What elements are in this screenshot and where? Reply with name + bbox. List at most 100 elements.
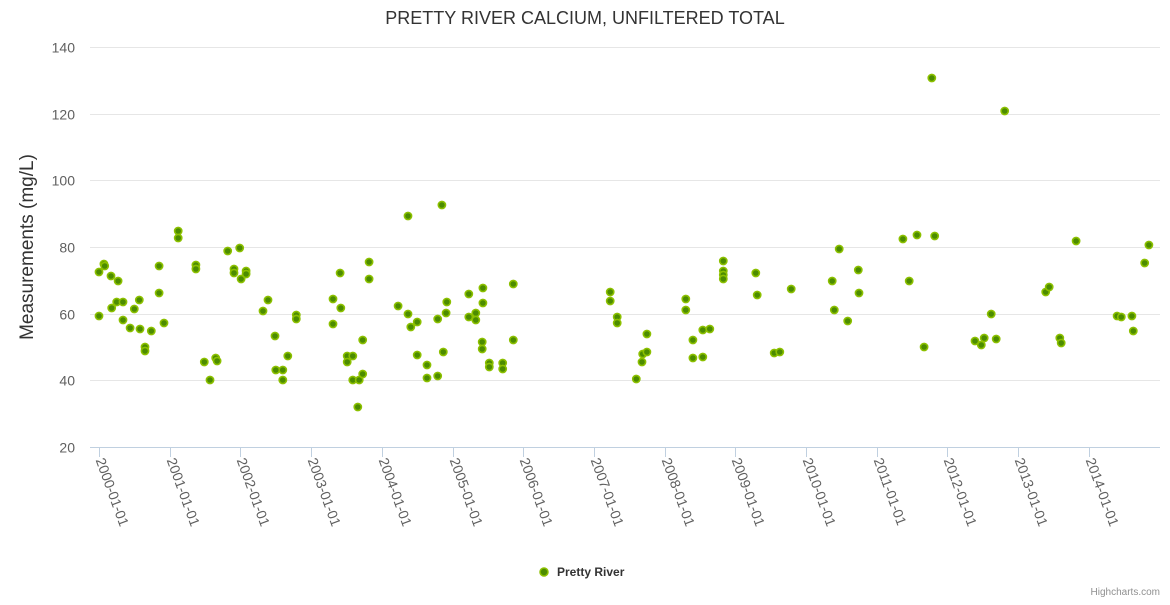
data-point[interactable]	[205, 375, 215, 385]
data-point[interactable]	[829, 305, 839, 315]
data-point[interactable]	[278, 365, 288, 375]
data-point[interactable]	[270, 331, 280, 341]
data-point[interactable]	[118, 315, 128, 325]
data-point[interactable]	[328, 294, 338, 304]
data-point[interactable]	[241, 269, 251, 279]
data-point[interactable]	[786, 284, 796, 294]
data-point[interactable]	[403, 309, 413, 319]
data-point[interactable]	[478, 283, 488, 293]
data-point[interactable]	[1116, 312, 1126, 322]
data-point[interactable]	[718, 274, 728, 284]
data-point[interactable]	[358, 335, 368, 345]
data-point[interactable]	[412, 350, 422, 360]
data-point[interactable]	[263, 295, 273, 305]
data-point[interactable]	[135, 324, 145, 334]
data-point[interactable]	[1056, 338, 1066, 348]
legend[interactable]: Pretty River	[539, 565, 625, 579]
data-point[interactable]	[751, 268, 761, 278]
data-point[interactable]	[134, 295, 144, 305]
data-point[interactable]	[477, 344, 487, 354]
data-point[interactable]	[919, 342, 929, 352]
data-point[interactable]	[437, 200, 447, 210]
data-point[interactable]	[118, 297, 128, 307]
data-point[interactable]	[393, 301, 403, 311]
credits-link[interactable]: Highcharts.com	[1091, 587, 1160, 598]
data-point[interactable]	[904, 276, 914, 286]
data-point[interactable]	[159, 318, 169, 328]
data-point[interactable]	[236, 274, 246, 284]
data-point[interactable]	[191, 264, 201, 274]
data-point[interactable]	[173, 233, 183, 243]
data-point[interactable]	[258, 306, 268, 316]
data-point[interactable]	[107, 303, 117, 313]
data-point[interactable]	[976, 340, 986, 350]
data-point[interactable]	[328, 319, 338, 329]
data-point[interactable]	[199, 357, 209, 367]
data-point[interactable]	[464, 289, 474, 299]
data-point[interactable]	[631, 374, 641, 384]
data-point[interactable]	[986, 309, 996, 319]
data-point[interactable]	[471, 308, 481, 318]
data-point[interactable]	[979, 333, 989, 343]
data-point[interactable]	[970, 336, 980, 346]
data-point[interactable]	[642, 347, 652, 357]
data-point[interactable]	[146, 326, 156, 336]
data-point[interactable]	[271, 365, 281, 375]
data-point[interactable]	[94, 267, 104, 277]
data-point[interactable]	[477, 337, 487, 347]
data-point[interactable]	[173, 226, 183, 236]
data-point[interactable]	[605, 296, 615, 306]
data-point[interactable]	[930, 231, 940, 241]
data-point[interactable]	[438, 347, 448, 357]
data-point[interactable]	[403, 211, 413, 221]
data-point[interactable]	[100, 261, 110, 271]
data-point[interactable]	[991, 334, 1001, 344]
data-point[interactable]	[353, 402, 363, 412]
data-point[interactable]	[775, 347, 785, 357]
data-point[interactable]	[106, 271, 116, 281]
data-point[interactable]	[854, 288, 864, 298]
data-point[interactable]	[834, 244, 844, 254]
data-point[interactable]	[718, 256, 728, 266]
data-point[interactable]	[358, 369, 368, 379]
data-point[interactable]	[1000, 106, 1010, 116]
data-point[interactable]	[508, 279, 518, 289]
data-point[interactable]	[140, 346, 150, 356]
legend-item-pretty-river[interactable]: Pretty River	[557, 565, 625, 579]
data-point[interactable]	[335, 268, 345, 278]
data-point[interactable]	[278, 375, 288, 385]
data-point[interactable]	[688, 353, 698, 363]
data-point[interactable]	[681, 294, 691, 304]
data-point[interactable]	[927, 73, 937, 83]
data-point[interactable]	[129, 304, 139, 314]
data-point[interactable]	[154, 288, 164, 298]
data-point[interactable]	[229, 268, 239, 278]
data-point[interactable]	[283, 351, 293, 361]
data-point[interactable]	[235, 243, 245, 253]
data-point[interactable]	[113, 276, 123, 286]
data-point[interactable]	[212, 356, 222, 366]
data-point[interactable]	[827, 276, 837, 286]
data-point[interactable]	[642, 329, 652, 339]
data-point[interactable]	[478, 298, 488, 308]
data-point[interactable]	[1071, 236, 1081, 246]
data-point[interactable]	[1144, 240, 1154, 250]
data-point[interactable]	[508, 335, 518, 345]
data-point[interactable]	[752, 290, 762, 300]
data-point[interactable]	[364, 257, 374, 267]
data-point[interactable]	[442, 297, 452, 307]
data-point[interactable]	[471, 315, 481, 325]
data-point[interactable]	[342, 357, 352, 367]
data-point[interactable]	[291, 314, 301, 324]
data-point[interactable]	[698, 352, 708, 362]
data-point[interactable]	[605, 287, 615, 297]
data-point[interactable]	[1128, 326, 1138, 336]
data-point[interactable]	[412, 317, 422, 327]
data-point[interactable]	[94, 311, 104, 321]
data-point[interactable]	[484, 362, 494, 372]
data-point[interactable]	[1044, 282, 1054, 292]
data-point[interactable]	[464, 312, 474, 322]
data-point[interactable]	[364, 274, 374, 284]
data-point[interactable]	[612, 318, 622, 328]
data-point[interactable]	[912, 230, 922, 240]
